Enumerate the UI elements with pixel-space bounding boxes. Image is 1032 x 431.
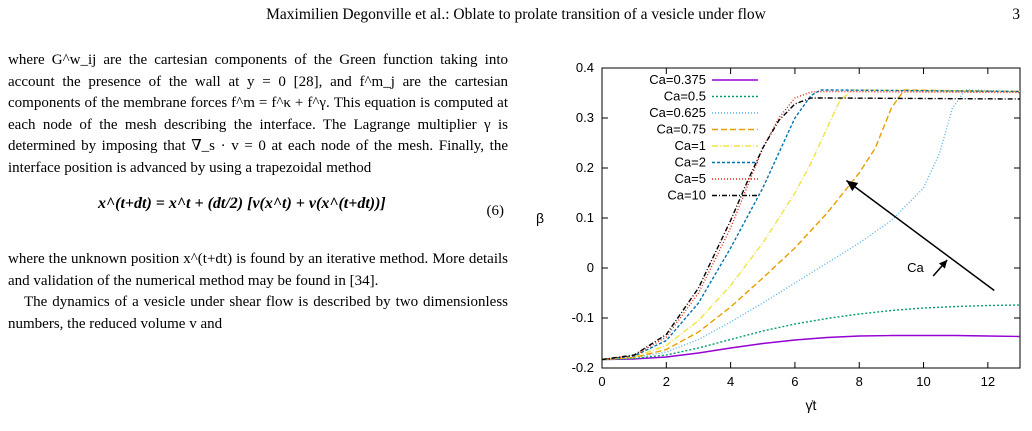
page-number: 3 <box>1012 6 1020 23</box>
y-tick-label: 0.3 <box>576 110 594 125</box>
y-tick-label: 0.1 <box>576 210 594 225</box>
legend-label: Ca=0.375 <box>649 72 706 87</box>
y-tick-label: 0.2 <box>576 160 594 175</box>
annotation-arrow-shaft <box>845 179 995 292</box>
y-tick-label: -0.1 <box>572 310 594 325</box>
series-line-4 <box>601 89 1021 361</box>
x-tick-label: 12 <box>981 374 995 389</box>
x-tick-label: 0 <box>598 374 605 389</box>
beta-chart: 0 2 4 6 8 10 12 -0.2 -0.1 0 0.1 0.2 0.3 0.4 γ̇t β Ca=0.… <box>536 60 1021 413</box>
x-tick-label: 4 <box>727 374 734 389</box>
page-header: Maximilien Degonville et al.: Oblate to … <box>0 6 1032 28</box>
annotation-small-arrow-head <box>938 260 948 269</box>
body-text-column: where G^w_ij are the cartesian component… <box>8 50 508 335</box>
series-line-2 <box>601 89 1021 361</box>
series-line-6 <box>601 90 1021 361</box>
x-tick-label: 6 <box>791 374 798 389</box>
equation-number: (6) <box>486 203 505 219</box>
paragraph-1-text: where G^w_ij are the cartesian component… <box>8 52 508 176</box>
series-line-5 <box>601 89 1021 361</box>
legend-label: Ca=10 <box>667 188 706 203</box>
paragraph-2: where the unknown position x^(t+dt) is f… <box>8 251 508 289</box>
paragraph-3: The dynamics of a vesicle under shear fl… <box>8 294 508 332</box>
x-tick-label: 10 <box>916 374 930 389</box>
equation-body: x^(t+dt) = x^t + (dt/2) [v(x^t) + v(x^(t… <box>98 195 386 212</box>
y-tick-label: 0 <box>587 260 594 275</box>
series-line-1 <box>601 304 1021 361</box>
figure-beta-vs-time: 0 2 4 6 8 10 12 -0.2 -0.1 0 0.1 0.2 0.3 0.4 γ̇t β Ca=0.… <box>530 50 1032 431</box>
series-line-7 <box>601 97 1021 361</box>
y-tick-label: 0.4 <box>576 60 594 75</box>
legend-label: Ca=2 <box>675 155 706 170</box>
series-line-3 <box>601 89 1021 361</box>
running-head: Maximilien Degonville et al.: Oblate to … <box>266 6 766 23</box>
x-tick-label: 2 <box>663 374 670 389</box>
series-line-0 <box>601 334 1021 361</box>
legend-label: Ca=0.625 <box>649 105 706 120</box>
annotation-arrow-head <box>846 180 859 192</box>
y-axis-label: β <box>536 210 544 226</box>
annotation-label: Ca <box>907 260 924 275</box>
x-tick-label: 8 <box>856 374 863 389</box>
legend-label: Ca=5 <box>675 171 706 186</box>
y-tick-label: -0.2 <box>572 360 594 375</box>
equation-6: x^(t+dt) = x^t + (dt/2) [v(x^t) + v(x^(t… <box>8 187 508 239</box>
paragraph-1: where G^w_ij are the cartesian component… <box>8 50 508 179</box>
legend-label: Ca=1 <box>675 138 706 153</box>
legend-label: Ca=0.5 <box>664 89 706 104</box>
x-axis-label: γ̇t <box>806 397 817 413</box>
legend-label: Ca=0.75 <box>656 122 706 137</box>
